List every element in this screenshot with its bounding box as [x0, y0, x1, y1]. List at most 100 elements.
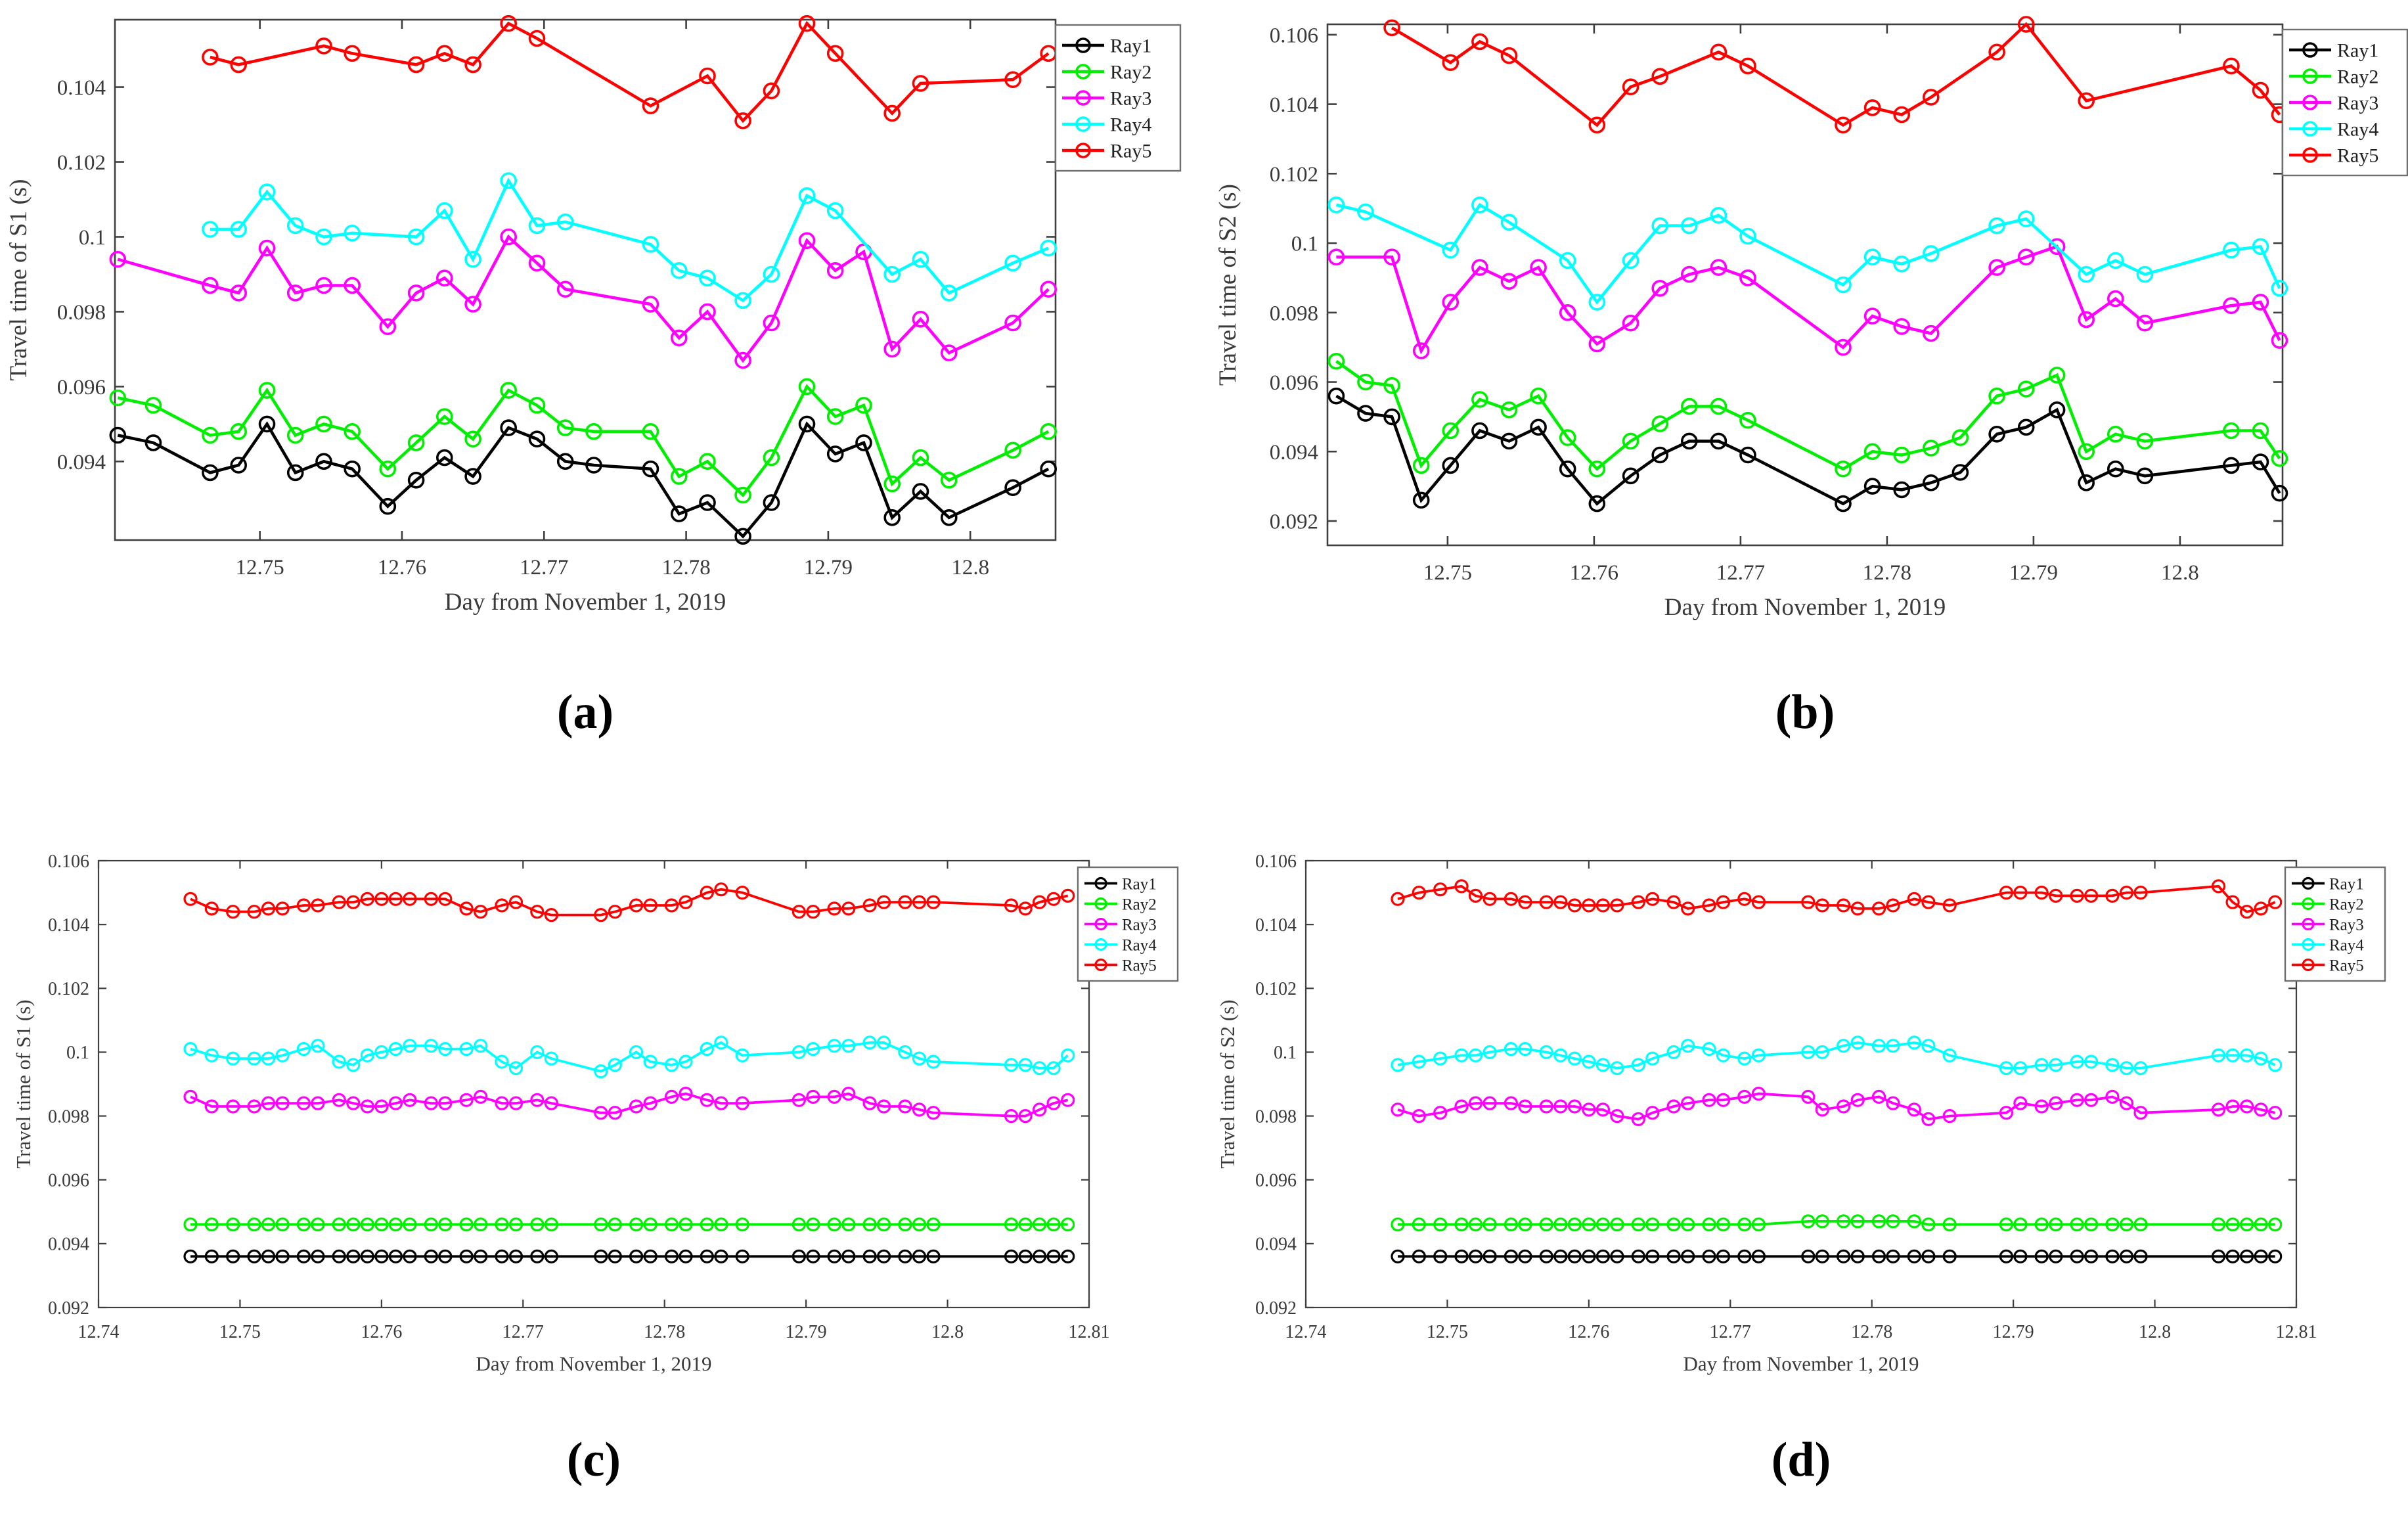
data-point-marker — [202, 426, 219, 444]
data-point-marker — [1559, 460, 1576, 478]
data-point-marker — [1559, 304, 1576, 321]
x-tick-label: 12.79 — [1993, 1322, 2034, 1342]
data-point-marker — [2084, 1217, 2099, 1232]
data-point-marker — [464, 430, 481, 448]
caption-d: (d) — [1771, 1433, 1831, 1487]
data-point-marker — [1681, 901, 1695, 916]
data-point-marker — [508, 895, 524, 909]
data-point-marker — [1582, 1217, 1596, 1232]
data-point-marker — [1923, 440, 1940, 457]
y-tick-label: 0.106 — [1270, 24, 1318, 47]
data-point-marker — [1412, 342, 1430, 359]
data-point-marker — [556, 453, 574, 470]
data-point-marker — [1666, 895, 1681, 909]
data-point-marker — [1004, 1217, 1019, 1232]
data-point-marker — [826, 202, 844, 219]
data-point-marker — [898, 895, 912, 909]
x-axis-label: Day from November 1, 2019 — [1664, 594, 1946, 621]
data-point-marker — [1836, 1214, 1851, 1229]
data-point-marker — [1815, 1102, 1829, 1117]
data-point-marker — [1032, 1102, 1047, 1117]
data-point-marker — [1004, 898, 1019, 913]
data-point-marker — [459, 1217, 474, 1232]
data-point-marker — [474, 1217, 488, 1232]
data-point-marker — [1751, 1087, 1766, 1101]
data-point-marker — [1923, 245, 1940, 262]
data-point-marker — [735, 1249, 749, 1263]
x-tick-label: 12.76 — [378, 556, 426, 579]
data-point-marker — [2034, 1099, 2049, 1114]
legend-marker — [1094, 917, 1107, 931]
data-point-marker — [2013, 1249, 2028, 1263]
data-point-marker — [474, 1039, 488, 1053]
data-point-marker — [1004, 442, 1021, 459]
data-point-marker — [2268, 1249, 2283, 1263]
data-point-marker — [379, 460, 397, 478]
data-point-marker — [699, 303, 716, 321]
data-point-marker — [1863, 99, 1881, 116]
series-ray2 — [1327, 352, 2288, 478]
data-point-marker — [1046, 1249, 1061, 1263]
data-point-marker — [1737, 1217, 1752, 1232]
data-point-marker — [1327, 352, 1345, 370]
data-point-marker — [1539, 1099, 1553, 1114]
data-point-marker — [1951, 464, 1969, 481]
data-point-marker — [183, 1217, 198, 1232]
series-line — [1398, 1220, 2275, 1226]
data-point-marker — [1923, 325, 1940, 342]
data-point-marker — [841, 901, 856, 916]
data-point-marker — [344, 460, 361, 478]
data-point-marker — [204, 1249, 219, 1263]
data-point-marker — [407, 228, 425, 246]
data-point-marker — [183, 1089, 198, 1104]
axes-box — [97, 859, 1090, 1309]
data-point-marker — [2119, 1249, 2134, 1263]
data-point-marker — [1835, 338, 1852, 356]
data-point-marker — [1886, 898, 1900, 913]
data-point-marker — [2105, 1058, 2120, 1072]
data-point-marker — [1471, 391, 1488, 408]
data-point-marker — [145, 397, 162, 414]
data-point-marker — [912, 449, 929, 466]
data-point-marker — [1850, 1249, 1865, 1263]
data-point-marker — [1046, 1217, 1061, 1232]
x-axis-label: Day from November 1, 2019 — [445, 589, 726, 616]
data-point-marker — [2049, 1058, 2063, 1072]
data-point-marker — [1582, 1249, 1596, 1263]
data-point-marker — [2254, 1051, 2268, 1066]
series-line — [1391, 22, 2281, 127]
data-point-marker — [1383, 376, 1400, 394]
data-point-marker — [763, 265, 780, 283]
data-point-marker — [388, 892, 403, 906]
data-point-marker — [671, 468, 688, 485]
data-point-marker — [311, 898, 325, 913]
data-point-marker — [735, 1096, 749, 1110]
data-point-marker — [862, 1096, 877, 1110]
legend-label: Ray2 — [1122, 896, 1157, 913]
data-point-marker — [2133, 1061, 2148, 1076]
data-point-marker — [2268, 1058, 2283, 1072]
y-tick-label: 0.098 — [57, 301, 106, 325]
data-point-marker — [2223, 422, 2240, 440]
data-point-marker — [1893, 318, 1910, 335]
data-point-marker — [1018, 1217, 1033, 1232]
data-point-marker — [1751, 1048, 1766, 1062]
data-point-marker — [941, 471, 958, 489]
data-point-marker — [495, 1055, 509, 1069]
data-point-marker — [1801, 1214, 1816, 1229]
data-point-marker — [459, 1249, 474, 1263]
data-point-marker — [204, 1048, 219, 1062]
data-point-marker — [435, 449, 453, 466]
data-point-marker — [806, 1042, 820, 1056]
data-point-marker — [2078, 265, 2095, 283]
data-point-marker — [1518, 1042, 1532, 1056]
data-point-marker — [806, 905, 820, 919]
data-point-marker — [379, 318, 397, 336]
x-tick-label: 12.81 — [2276, 1322, 2317, 1342]
data-point-marker — [1907, 892, 1921, 906]
x-tick-label: 12.77 — [1710, 1322, 1751, 1342]
data-point-marker — [1327, 387, 1345, 405]
data-point-marker — [700, 1093, 714, 1107]
data-point-marker — [424, 1096, 438, 1110]
x-tick-label: 12.75 — [1427, 1322, 1468, 1342]
